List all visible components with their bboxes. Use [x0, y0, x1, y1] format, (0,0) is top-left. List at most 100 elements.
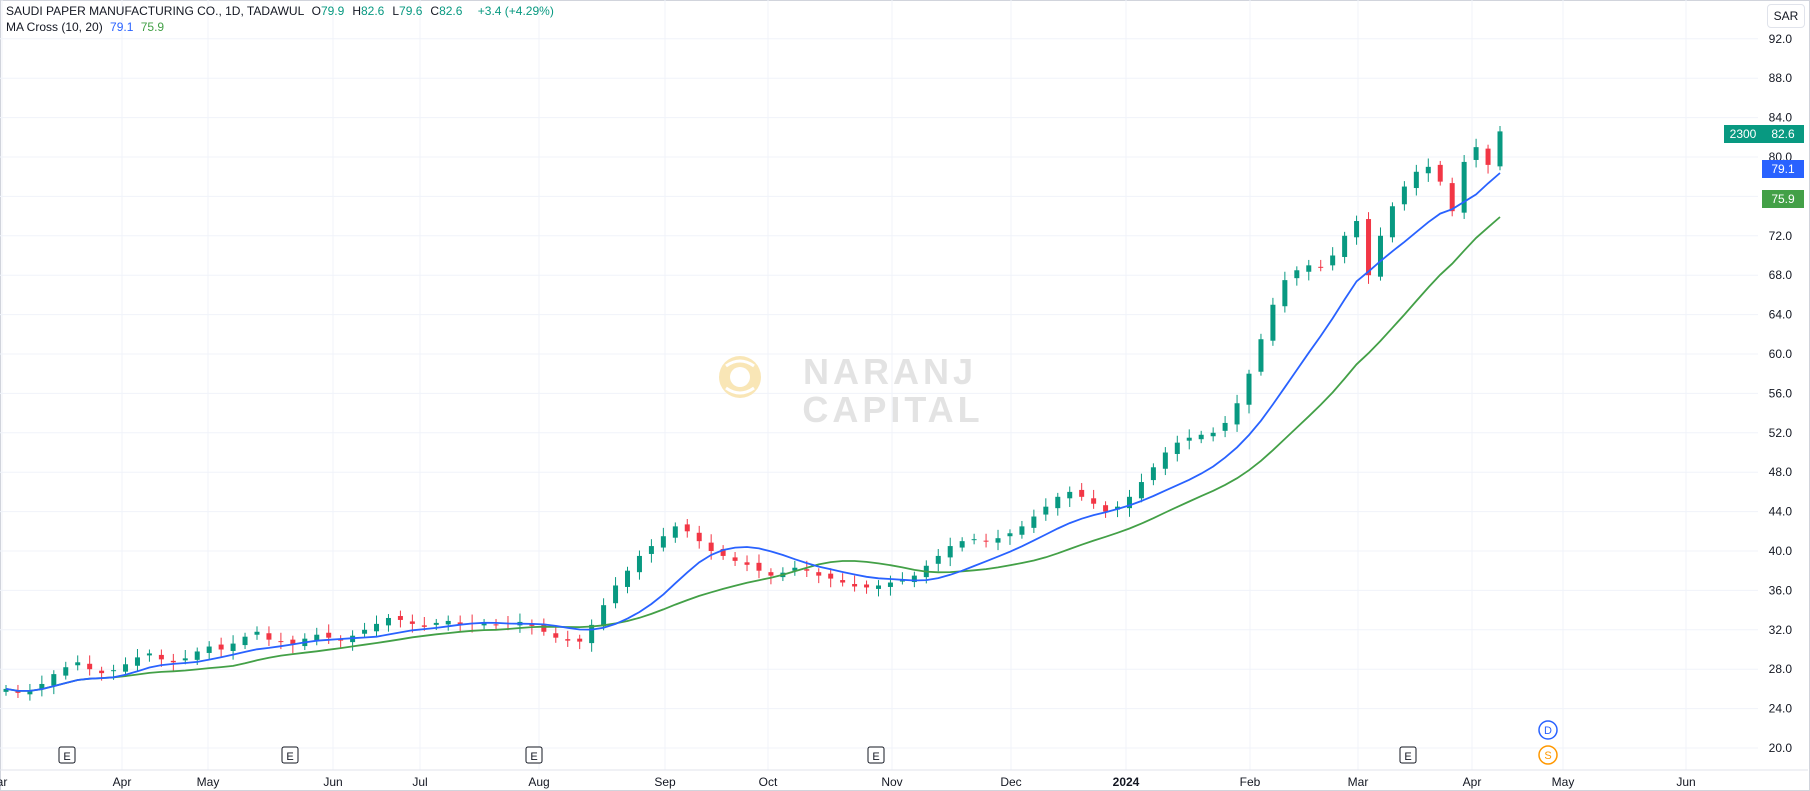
candle: [218, 637, 224, 657]
candle: [314, 627, 320, 646]
candle: [158, 649, 164, 667]
earnings-marker[interactable]: E: [867, 746, 885, 764]
candle: [589, 619, 595, 652]
ohlc-c: C82.6: [430, 4, 463, 18]
candle: [1007, 529, 1013, 545]
earnings-marker[interactable]: E: [1399, 746, 1417, 764]
currency-button[interactable]: SAR: [1767, 4, 1805, 28]
time-tick-label: ar: [0, 775, 7, 789]
candle: [230, 635, 236, 660]
price-tick-label: 48.0: [1769, 465, 1793, 479]
indicator-label: MA Cross (10, 20): [6, 20, 103, 34]
candle: [1401, 181, 1407, 211]
candle: [123, 657, 129, 676]
time-tick-label: 2024: [1113, 775, 1140, 789]
time-tick-label: Nov: [881, 775, 902, 789]
candle: [3, 684, 9, 696]
change-value: +3.4 (+4.29%): [477, 4, 554, 18]
candle: [1126, 489, 1132, 517]
candle: [1413, 164, 1419, 196]
svg-text:E: E: [63, 751, 70, 763]
candle: [1294, 266, 1300, 286]
candle: [792, 560, 798, 576]
ohlc-o: O79.9: [311, 4, 345, 18]
earnings-marker[interactable]: E: [281, 746, 299, 764]
candle: [51, 670, 57, 695]
candle: [1079, 483, 1085, 501]
candle: [565, 630, 571, 647]
candle: [756, 554, 762, 579]
candle: [1019, 520, 1025, 539]
candle: [875, 580, 881, 597]
dividend-marker[interactable]: D: [1538, 720, 1558, 740]
candle: [840, 573, 846, 587]
candle: [63, 661, 69, 680]
ohlc-h: H82.6: [352, 4, 385, 18]
candle: [1222, 416, 1228, 438]
price-tick-label: 56.0: [1769, 386, 1793, 400]
time-tick-label: Jul: [412, 775, 427, 789]
naranj-capital-watermark: NARANJ CAPITAL: [719, 351, 983, 430]
candle: [374, 615, 380, 637]
time-tick-label: Dec: [1000, 775, 1021, 789]
time-tick-label: Apr: [1463, 775, 1482, 789]
candle: [266, 626, 272, 646]
price-tick-label: 40.0: [1769, 544, 1793, 558]
symbol-legend: SAUDI PAPER MANUFACTURING CO., 1D, TADAW…: [6, 4, 558, 18]
candle: [971, 533, 977, 545]
indicator-legend[interactable]: MA Cross (10, 20) 79.1 75.9: [6, 20, 168, 34]
ma-slow-tag: 75.9: [1762, 190, 1804, 208]
close-price-tag: 82.6: [1762, 125, 1804, 143]
candle: [481, 618, 487, 630]
symbol-title: SAUDI PAPER MANUFACTURING CO., 1D, TADAW…: [6, 4, 305, 18]
candle: [1174, 435, 1180, 462]
watermark-line2: CAPITAL: [802, 389, 983, 430]
split-marker[interactable]: S: [1538, 745, 1558, 765]
candle: [911, 571, 917, 588]
time-tick-label: May: [1552, 775, 1575, 789]
candle: [553, 626, 559, 643]
candle: [959, 537, 965, 552]
candle: [1330, 247, 1336, 271]
candle: [445, 615, 451, 631]
candle: [636, 550, 642, 580]
candle: [1461, 155, 1467, 219]
candle: [1198, 430, 1204, 444]
candle: [1497, 125, 1503, 171]
svg-text:D: D: [1544, 725, 1552, 737]
candle: [1067, 486, 1073, 507]
candle: [397, 610, 403, 628]
candle: [577, 634, 583, 650]
ma-slow-line: [5, 216, 1501, 692]
candle: [350, 630, 356, 651]
candle: [864, 580, 870, 594]
price-tick-label: 92.0: [1769, 32, 1793, 46]
svg-text:S: S: [1544, 750, 1551, 762]
candle: [493, 618, 499, 630]
volume-tag: 2300: [1724, 125, 1762, 143]
time-tick-label: Mar: [1348, 775, 1369, 789]
ma-slow-value: 75.9: [140, 20, 165, 34]
candle: [935, 549, 941, 572]
time-tick-label: May: [197, 775, 220, 789]
candle: [87, 655, 93, 676]
time-axis: ar Apr May Jun Jul Aug Sep Oct Nov Dec 2024 Feb Mar A…: [0, 775, 1696, 789]
svg-text:E: E: [530, 751, 537, 763]
candle: [660, 527, 666, 552]
earnings-marker[interactable]: E: [58, 746, 76, 764]
candle: [1389, 202, 1395, 243]
price-tick-label: 84.0: [1769, 111, 1793, 125]
candle: [947, 537, 953, 567]
candle: [899, 572, 905, 585]
candle: [983, 533, 989, 548]
ma-fast-value: 79.1: [110, 20, 134, 34]
price-tick-label: 72.0: [1769, 229, 1793, 243]
candle: [648, 539, 654, 563]
candle: [170, 653, 176, 671]
candle: [1258, 333, 1264, 376]
candle: [1485, 144, 1491, 174]
earnings-marker[interactable]: E: [525, 746, 543, 764]
price-tick-label: 44.0: [1769, 505, 1793, 519]
candle: [362, 622, 368, 638]
